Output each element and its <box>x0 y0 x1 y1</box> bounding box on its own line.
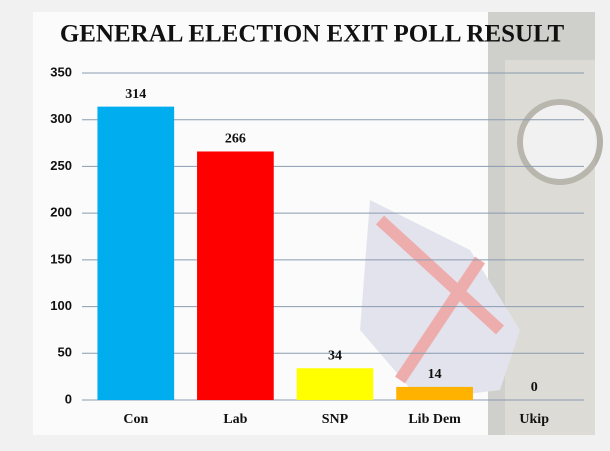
x-tick-label: SNP <box>322 412 349 427</box>
x-tick-label: Lab <box>223 412 247 427</box>
y-tick-label: 200 <box>50 205 72 220</box>
bar <box>296 368 374 400</box>
bar <box>396 386 473 400</box>
background-decoration <box>360 12 603 435</box>
chart-title: GENERAL ELECTION EXIT POLL RESULT <box>60 21 565 48</box>
value-label: 34 <box>328 348 342 363</box>
bar <box>97 106 175 401</box>
bar <box>197 151 274 400</box>
value-label: 266 <box>225 132 246 147</box>
value-label: 14 <box>428 367 442 382</box>
x-tick-label: Con <box>123 412 148 427</box>
y-tick-label: 250 <box>50 158 72 173</box>
y-tick-label: 100 <box>50 298 72 313</box>
x-tick-label: Ukip <box>519 412 549 427</box>
y-tick-label: 300 <box>50 111 72 126</box>
y-tick-label: 150 <box>50 251 72 266</box>
value-label: 0 <box>531 380 538 395</box>
y-tick-label: 0 <box>65 391 72 406</box>
x-tick-label: Lib Dem <box>408 412 461 427</box>
value-label: 314 <box>125 87 146 102</box>
y-tick-label: 350 <box>50 64 72 79</box>
y-tick-label: 50 <box>58 345 72 360</box>
